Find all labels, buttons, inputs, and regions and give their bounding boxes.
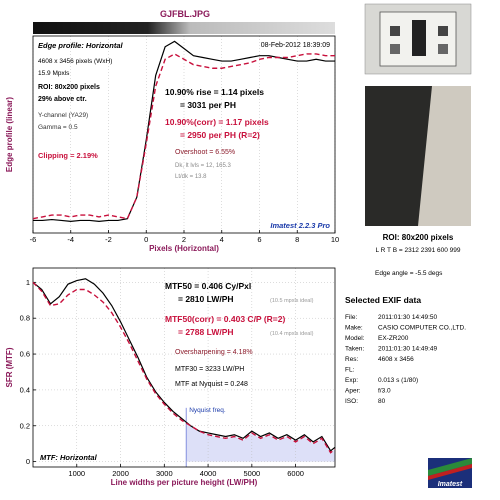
y-axis-label: Edge profile (linear) xyxy=(5,97,14,172)
annotation: Oversharpening = 4.18% xyxy=(175,349,253,356)
exif-title: Selected EXIF data xyxy=(345,295,421,305)
annotation: 15.9 Mpxls xyxy=(38,70,70,77)
annotation: Clipping = 2.19% xyxy=(38,151,98,160)
x-tick-label: -6 xyxy=(30,235,37,244)
roi-image xyxy=(365,86,471,226)
exif-label: Make: xyxy=(345,325,363,332)
x-tick-label: 5000 xyxy=(243,469,260,478)
x-tick-label: 4 xyxy=(220,235,224,244)
roi-bounds: L R T B = 2312 2391 600 999 xyxy=(376,247,461,254)
x-axis-label: Line widths per picture height (LW/PH) xyxy=(111,478,258,487)
annotation: Y-channel (YA29) xyxy=(38,112,88,119)
exif-label: Res: xyxy=(345,356,359,363)
annotation: Lt/dk = 13.8 xyxy=(175,174,207,180)
exif-label: File: xyxy=(345,314,357,321)
exif-label: FL: xyxy=(345,367,355,374)
annotation: Overshoot = 6.55% xyxy=(175,149,235,156)
nyquist-shade xyxy=(186,423,335,462)
y-tick-label: 0.6 xyxy=(20,350,30,359)
annotation: 08-Feb-2012 18:39:09 xyxy=(261,42,330,49)
exif-value: 4608 x 3456 xyxy=(378,356,414,363)
x-tick-label: 2 xyxy=(182,235,186,244)
x-tick-label: 6000 xyxy=(287,469,304,478)
edge-strip xyxy=(33,22,335,34)
y-tick-label: 0.8 xyxy=(20,314,30,323)
annotation: = 3031 per PH xyxy=(180,100,236,110)
exif-value: CASIO COMPUTER CO.,LTD. xyxy=(378,325,466,332)
exif-value: EX-ZR200 xyxy=(378,335,409,342)
x-tick-label: -4 xyxy=(67,235,74,244)
annotation: ROI: 80x200 pixels xyxy=(38,84,100,91)
y-tick-label: 0 xyxy=(26,457,30,466)
exif-value: 0.013 s (1/80) xyxy=(378,377,418,384)
plot-area xyxy=(33,268,335,467)
data-line xyxy=(32,53,335,220)
chart-title: Edge profile: Horizontal xyxy=(38,41,124,50)
exif-label: Model: xyxy=(345,335,365,342)
x-axis-label: Pixels (Horizontal) xyxy=(149,244,219,253)
x-tick-label: 10 xyxy=(331,235,339,244)
x-tick-label: -2 xyxy=(105,235,112,244)
y-tick-label: 1 xyxy=(26,278,30,287)
x-tick-label: 4000 xyxy=(200,469,217,478)
x-tick-label: 0 xyxy=(144,235,148,244)
nyquist-label: Nyquist freq. xyxy=(189,407,226,414)
annotation: 10.90% rise = 1.14 pixels xyxy=(165,87,264,97)
x-tick-label: 6 xyxy=(257,235,261,244)
x-tick-label: 2000 xyxy=(112,469,129,478)
exif-value: 2011:01:30 14:49:49 xyxy=(378,346,438,353)
annotation: 10.90%(corr) = 1.17 pixels xyxy=(165,117,269,127)
annotation: MTF50 = 0.406 Cy/Pxl xyxy=(165,281,251,291)
annotation: = 2788 LW/PH xyxy=(178,327,234,337)
annotation: = 2810 LW/PH xyxy=(178,294,234,304)
plot-frame xyxy=(32,35,336,234)
data-line xyxy=(32,278,336,452)
annotation: Gamma = 0.5 xyxy=(38,124,78,131)
exif-label: Aper: xyxy=(345,388,361,395)
thumbnail xyxy=(364,3,472,75)
data-line xyxy=(32,281,336,454)
annotation: MTF30 = 3233 LW/PH xyxy=(175,366,244,373)
logo: Imatest xyxy=(428,458,472,488)
annotation: MTF at Nyquist = 0.248 xyxy=(175,381,248,388)
annotation: MTF50(corr) = 0.403 C/P (R=2) xyxy=(165,314,285,324)
file-title: GJFBL.JPG xyxy=(160,9,210,19)
x-tick-label: 3000 xyxy=(156,469,173,478)
logo-text: Imatest xyxy=(438,481,463,488)
annotation: Imatest 2.2.3 Pro xyxy=(270,221,330,230)
annotation: 29% above ctr. xyxy=(38,96,87,103)
data-line xyxy=(33,40,335,222)
exif-label: ISO: xyxy=(345,398,358,405)
plot-frame xyxy=(32,267,336,468)
x-tick-label: 8 xyxy=(295,235,299,244)
edge-angle: Edge angle = -5.5 degs xyxy=(375,270,443,277)
y-axis-label: SFR (MTF) xyxy=(5,347,14,387)
exif-value: f/3.0 xyxy=(378,388,391,395)
y-tick-label: 0.2 xyxy=(20,421,30,430)
exif-label: Exp: xyxy=(345,377,358,384)
annotation: (10.4 mpxls ideal) xyxy=(270,331,314,337)
plot-area xyxy=(33,36,335,233)
annotation: (10.5 mpxls ideal) xyxy=(270,298,314,304)
exif-value: 80 xyxy=(378,398,386,405)
chart-title: MTF: Horizontal xyxy=(40,453,98,462)
exif-label: Taken: xyxy=(345,346,364,353)
roi-title: ROI: 80x200 pixels xyxy=(383,233,454,242)
annotation: = 2950 per PH (R=2) xyxy=(180,130,260,140)
annotation: Dk, lt lvls = 12, 165.3 xyxy=(175,163,232,169)
annotation: 4608 x 3456 pixels (WxH) xyxy=(38,58,112,65)
y-tick-label: 0.4 xyxy=(20,385,30,394)
x-tick-label: 1000 xyxy=(68,469,85,478)
exif-value: 2011:01:30 14:49:50 xyxy=(378,314,438,321)
